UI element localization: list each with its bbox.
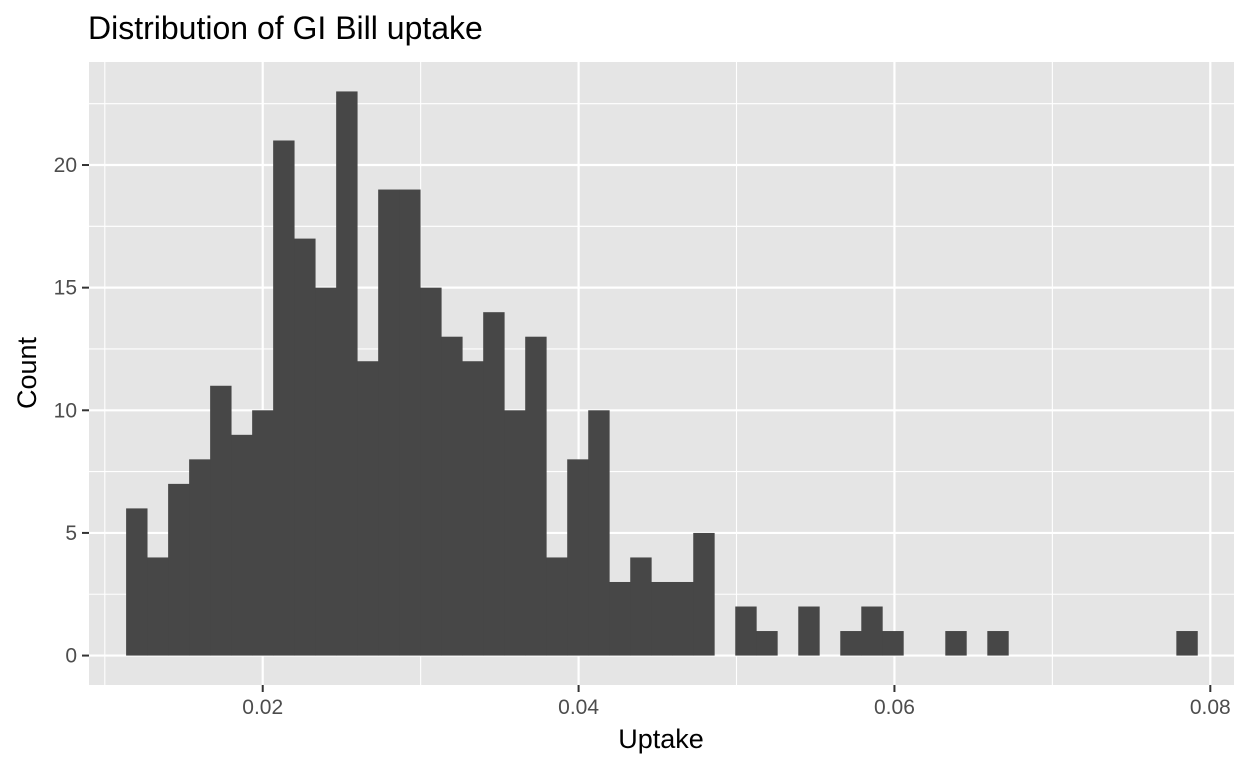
histogram-bar <box>672 581 694 656</box>
histogram-bar <box>861 606 883 656</box>
histogram-bar <box>441 336 463 656</box>
y-tick-label: 0 <box>65 645 77 668</box>
histogram-bar <box>609 581 631 656</box>
histogram-bar <box>798 606 820 656</box>
histogram-bar <box>588 410 610 656</box>
y-tick-label: 10 <box>54 399 77 422</box>
histogram-bar <box>168 483 190 656</box>
histogram-bar <box>252 410 274 656</box>
histogram-bar <box>693 532 715 656</box>
histogram-bar <box>336 91 358 656</box>
x-tick-label: 0.02 <box>242 696 283 719</box>
histogram-bar <box>546 557 568 656</box>
x-axis: 0.02 0.04 0.06 0.08 <box>242 685 1231 719</box>
histogram-bar <box>756 631 778 656</box>
y-tick-label: 5 <box>65 522 77 545</box>
histogram-bar <box>294 238 316 656</box>
histogram-bar <box>1176 631 1198 656</box>
histogram-bar <box>651 581 673 656</box>
x-tick-label: 0.04 <box>558 696 599 719</box>
histogram-bar <box>147 557 169 656</box>
histogram-bar <box>399 189 421 656</box>
y-tick-label: 15 <box>54 277 77 300</box>
x-tick-label: 0.08 <box>1190 696 1231 719</box>
histogram-bar <box>945 631 967 656</box>
histogram-bar <box>462 361 484 656</box>
y-axis-title: Count <box>12 336 42 409</box>
histogram-bar <box>525 336 547 656</box>
chart-title: Distribution of GI Bill uptake <box>88 10 483 46</box>
histogram-bar <box>231 434 253 656</box>
histogram-bar <box>273 140 295 656</box>
histogram-bar <box>735 606 757 656</box>
histogram-bar <box>630 557 652 656</box>
x-tick-label: 0.06 <box>874 696 915 719</box>
histogram-bar <box>210 385 232 656</box>
histogram-bar <box>483 312 505 656</box>
x-axis-title: Uptake <box>618 724 704 754</box>
histogram-bar <box>567 459 589 656</box>
histogram-bar <box>126 508 148 656</box>
histogram-bar <box>378 189 400 656</box>
histogram-bar <box>840 631 862 656</box>
histogram-bars <box>126 91 1198 656</box>
histogram-bar <box>315 287 337 656</box>
histogram-bar <box>420 287 442 656</box>
y-axis: 0 5 10 15 20 <box>54 154 89 668</box>
histogram-bar <box>357 361 379 656</box>
histogram-bar <box>189 459 211 656</box>
y-tick-label: 20 <box>54 154 77 177</box>
histogram-bar <box>504 410 526 656</box>
histogram-bar <box>987 631 1009 656</box>
histogram-bar <box>882 631 904 656</box>
